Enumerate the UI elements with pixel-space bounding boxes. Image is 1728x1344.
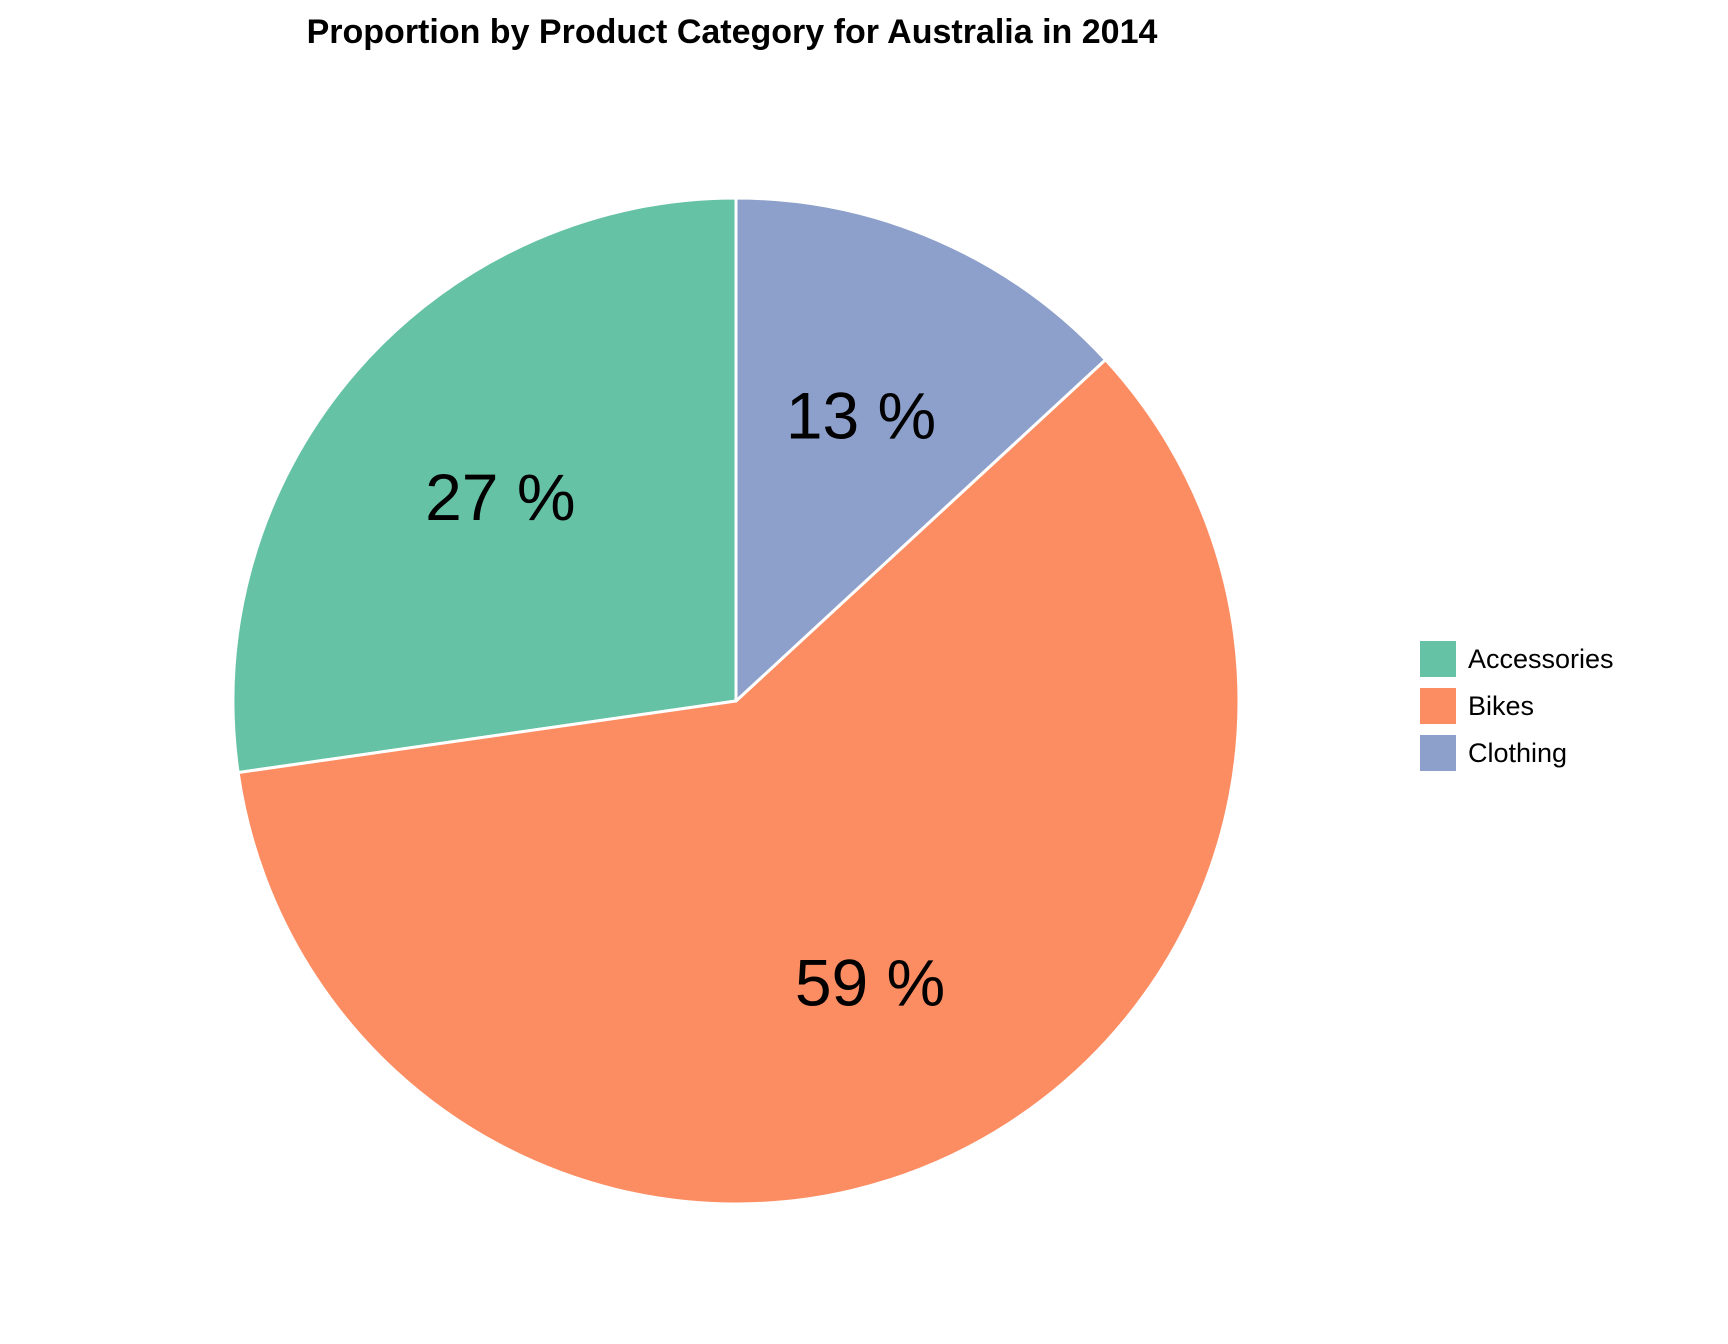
pie-slice-bikes [236,358,1241,1206]
legend-swatch-bikes [1420,688,1456,724]
legend-label-clothing: Clothing [1468,738,1567,768]
slice-label-clothing: 13 % [786,378,936,452]
slice-label-accessories: 27 % [425,460,575,534]
chart-title: Proportion by Product Category for Austr… [307,13,1158,51]
legend-label-accessories: Accessories [1468,644,1614,674]
slice-label-bikes: 59 % [795,946,945,1020]
pie-slice-clothing [734,196,1107,703]
legend-swatch-clothing [1420,735,1456,771]
pie-slice-labels: 27 % 59 % 13 % [425,378,945,1019]
legend-swatch-accessories [1420,641,1456,677]
pie-slice-accessories [231,196,738,775]
legend: Accessories Bikes Clothing [1420,641,1614,771]
pie-slices [231,196,1241,1206]
legend-label-bikes: Bikes [1468,691,1534,721]
